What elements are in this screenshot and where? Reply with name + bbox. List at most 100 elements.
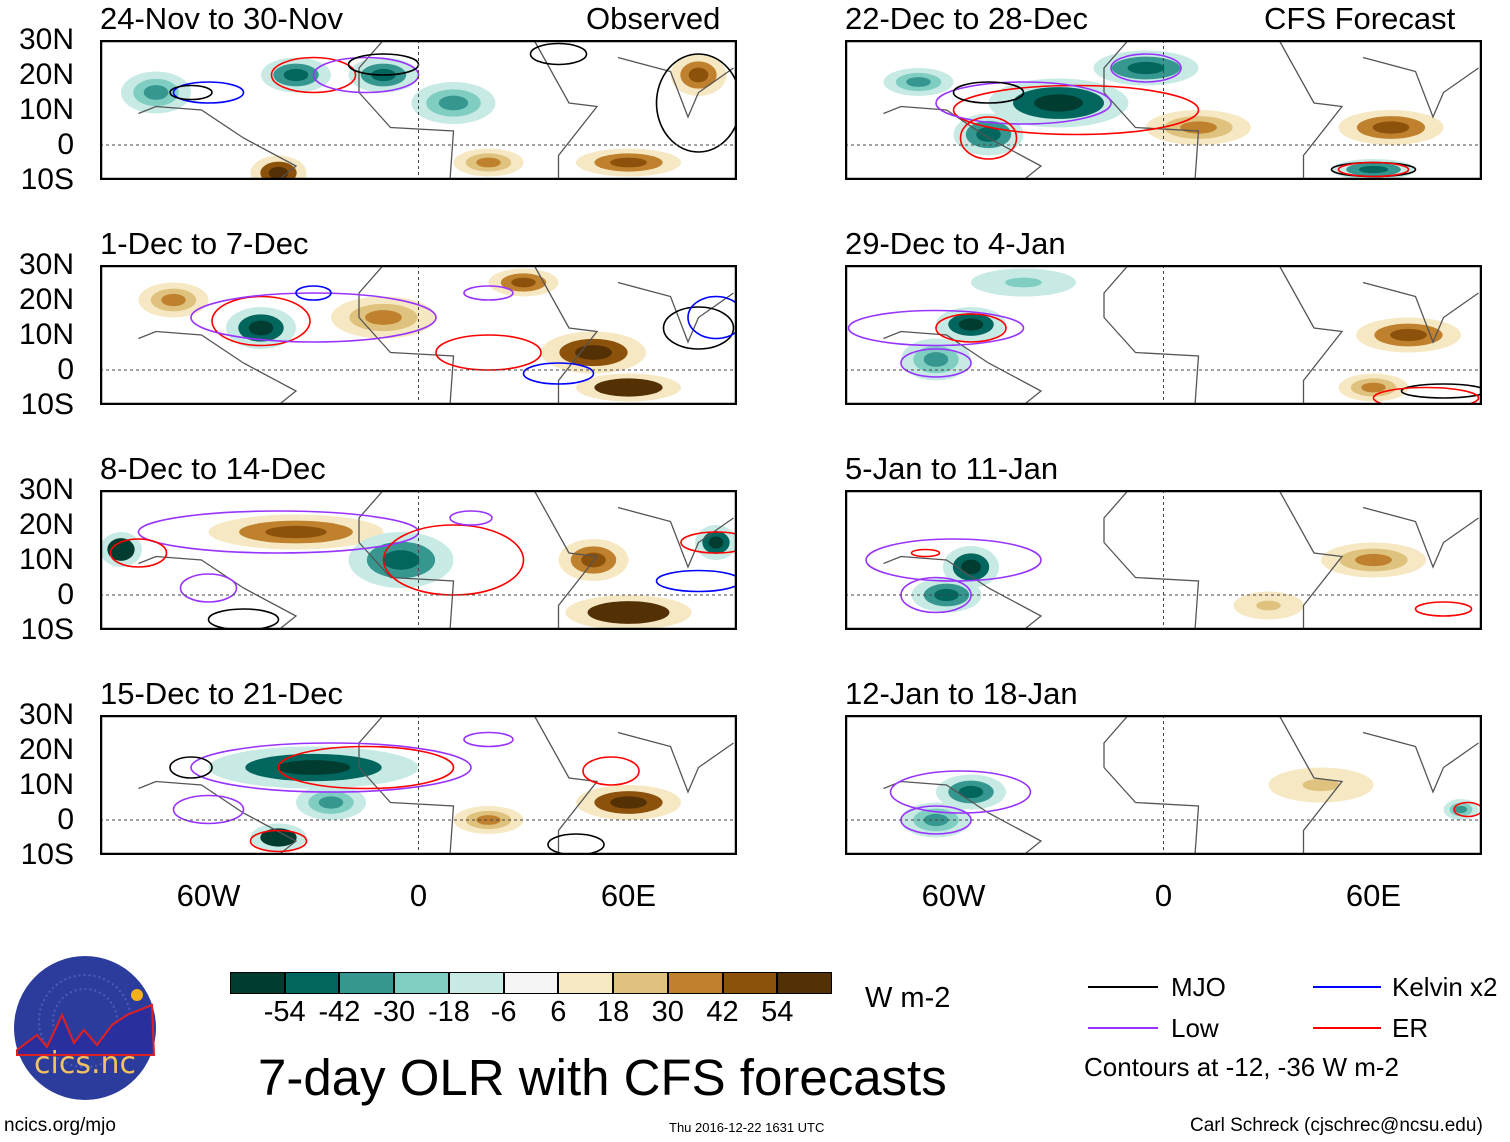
low-contour <box>935 81 1112 125</box>
latitude-label: 10N <box>18 93 74 126</box>
olr-anomaly-shading <box>248 320 274 336</box>
legend-note: Contours at -12, -36 W m-2 <box>1084 1052 1399 1082</box>
olr-anomaly-shading <box>365 310 402 325</box>
latitude-label: 10S <box>20 163 74 196</box>
colorbar-tick-label: -6 <box>490 996 517 1028</box>
olr-anomaly-shading <box>1034 94 1083 112</box>
panel-title: 12-Jan to 18-Jan <box>845 676 1078 711</box>
kelvin-contour <box>522 362 595 385</box>
olr-anomaly-shading <box>923 352 949 367</box>
coastline <box>883 265 1479 405</box>
mjo-contour <box>1400 383 1482 399</box>
colorbar-swatch <box>722 972 778 994</box>
olr-map-panel <box>100 490 737 630</box>
longitude-label: 60W <box>921 878 986 913</box>
legend-mjo-label: MJO <box>1171 972 1226 1002</box>
panel-frame <box>845 490 1482 630</box>
olr-anomaly-shading <box>575 345 612 360</box>
olr-anomaly-shading <box>1005 277 1042 288</box>
olr-anomaly-shading <box>283 68 309 82</box>
legend-kelvin-label: Kelvin x2 <box>1392 972 1498 1002</box>
latitude-label: 0 <box>57 128 74 161</box>
longitude-label: 0 <box>1154 878 1173 913</box>
latitude-label: 20N <box>18 283 74 316</box>
forecast-label: CFS Forecast <box>1264 1 1456 36</box>
colorbar-swatch <box>667 972 723 994</box>
olr-map-panel <box>845 40 1482 180</box>
legend-kelvin-line <box>1313 986 1381 988</box>
legend-low-label: Low <box>1171 1013 1219 1043</box>
olr-anomaly-shading <box>976 127 1001 142</box>
colorbar-tick-label: -42 <box>318 996 361 1028</box>
panel-frame <box>100 490 737 630</box>
colorbar-swatch <box>558 972 614 994</box>
colorbar-swatch <box>503 972 559 994</box>
cics-logo: cics.nc <box>14 956 156 1100</box>
colorbar-tick-label: -54 <box>263 996 306 1028</box>
kelvin-contour <box>655 569 737 593</box>
colorbar-swatch <box>777 972 833 994</box>
panel-frame <box>100 715 737 855</box>
coastline <box>138 490 734 630</box>
low-contour <box>190 742 472 793</box>
latitude-label: 30N <box>18 698 74 731</box>
legend-er-label: ER <box>1392 1013 1429 1043</box>
footer-timestamp: Thu 2016-12-22 1631 UTC <box>669 1120 825 1135</box>
mjo-contour <box>529 42 588 66</box>
low-contour <box>865 538 1042 582</box>
coastline <box>138 40 734 180</box>
colorbar-tick-label: 54 <box>761 996 794 1028</box>
mjo-contour <box>169 756 213 779</box>
olr-anomaly-shading <box>276 760 351 775</box>
olr-anomaly-shading <box>268 832 289 843</box>
olr-anomaly-shading <box>161 293 186 307</box>
latitude-label: 10N <box>18 768 74 801</box>
olr-anomaly-shading <box>382 550 420 570</box>
colorbar <box>230 972 833 994</box>
colorbar-swatch <box>339 972 395 994</box>
latitude-label: 10S <box>20 838 74 871</box>
olr-anomaly-shading <box>961 559 981 575</box>
olr-anomaly-shading <box>476 815 501 825</box>
latitude-label: 20N <box>18 58 74 91</box>
longitude-label: 0 <box>409 878 428 913</box>
latitude-label: 0 <box>57 578 74 611</box>
low-contour <box>172 794 245 825</box>
latitude-label: 20N <box>18 733 74 766</box>
longitude-label: 60E <box>600 878 657 913</box>
panel-title: 1-Dec to 7-Dec <box>100 226 309 261</box>
colorbar-tick-label: -30 <box>373 996 416 1028</box>
footer-url[interactable]: ncics.org/mjo <box>4 1115 116 1136</box>
colorbar-tick-label: -18 <box>427 996 470 1028</box>
olr-anomaly-shading <box>268 166 289 180</box>
coastline <box>883 715 1479 855</box>
latitude-label: 20N <box>18 508 74 541</box>
olr-anomaly-shading <box>958 785 984 799</box>
olr-anomaly-shading <box>688 67 709 83</box>
olr-anomaly-shading <box>318 796 344 809</box>
mjo-contour <box>547 833 605 855</box>
olr-anomaly-shading <box>1302 778 1340 792</box>
olr-anomaly-shading <box>934 588 959 602</box>
er-contour <box>1414 601 1473 617</box>
panel-title: 15-Dec to 21-Dec <box>100 676 343 711</box>
panel-title: 5-Jan to 11-Jan <box>845 451 1059 486</box>
longitude-label: 60E <box>1345 878 1402 913</box>
observed-label: Observed <box>586 1 721 36</box>
legend-er-line <box>1313 1027 1381 1029</box>
colorbar-tick-label: 18 <box>596 996 630 1028</box>
mjo-contour <box>655 53 737 153</box>
panel-frame <box>100 40 737 180</box>
olr-anomaly-shading <box>610 796 647 809</box>
olr-anomaly-shading <box>906 77 931 87</box>
colorbar-units: W m-2 <box>865 982 951 1014</box>
olr-anomaly-shading <box>1361 382 1386 393</box>
olr-anomaly-shading <box>511 277 536 288</box>
low-contour <box>190 292 437 343</box>
olr-anomaly-shading <box>1390 328 1427 342</box>
olr-anomaly-shading <box>610 157 647 168</box>
olr-map-panel <box>845 490 1482 630</box>
mjo-contour <box>952 81 1025 104</box>
low-contour <box>900 348 972 378</box>
kelvin-contour <box>295 285 332 301</box>
